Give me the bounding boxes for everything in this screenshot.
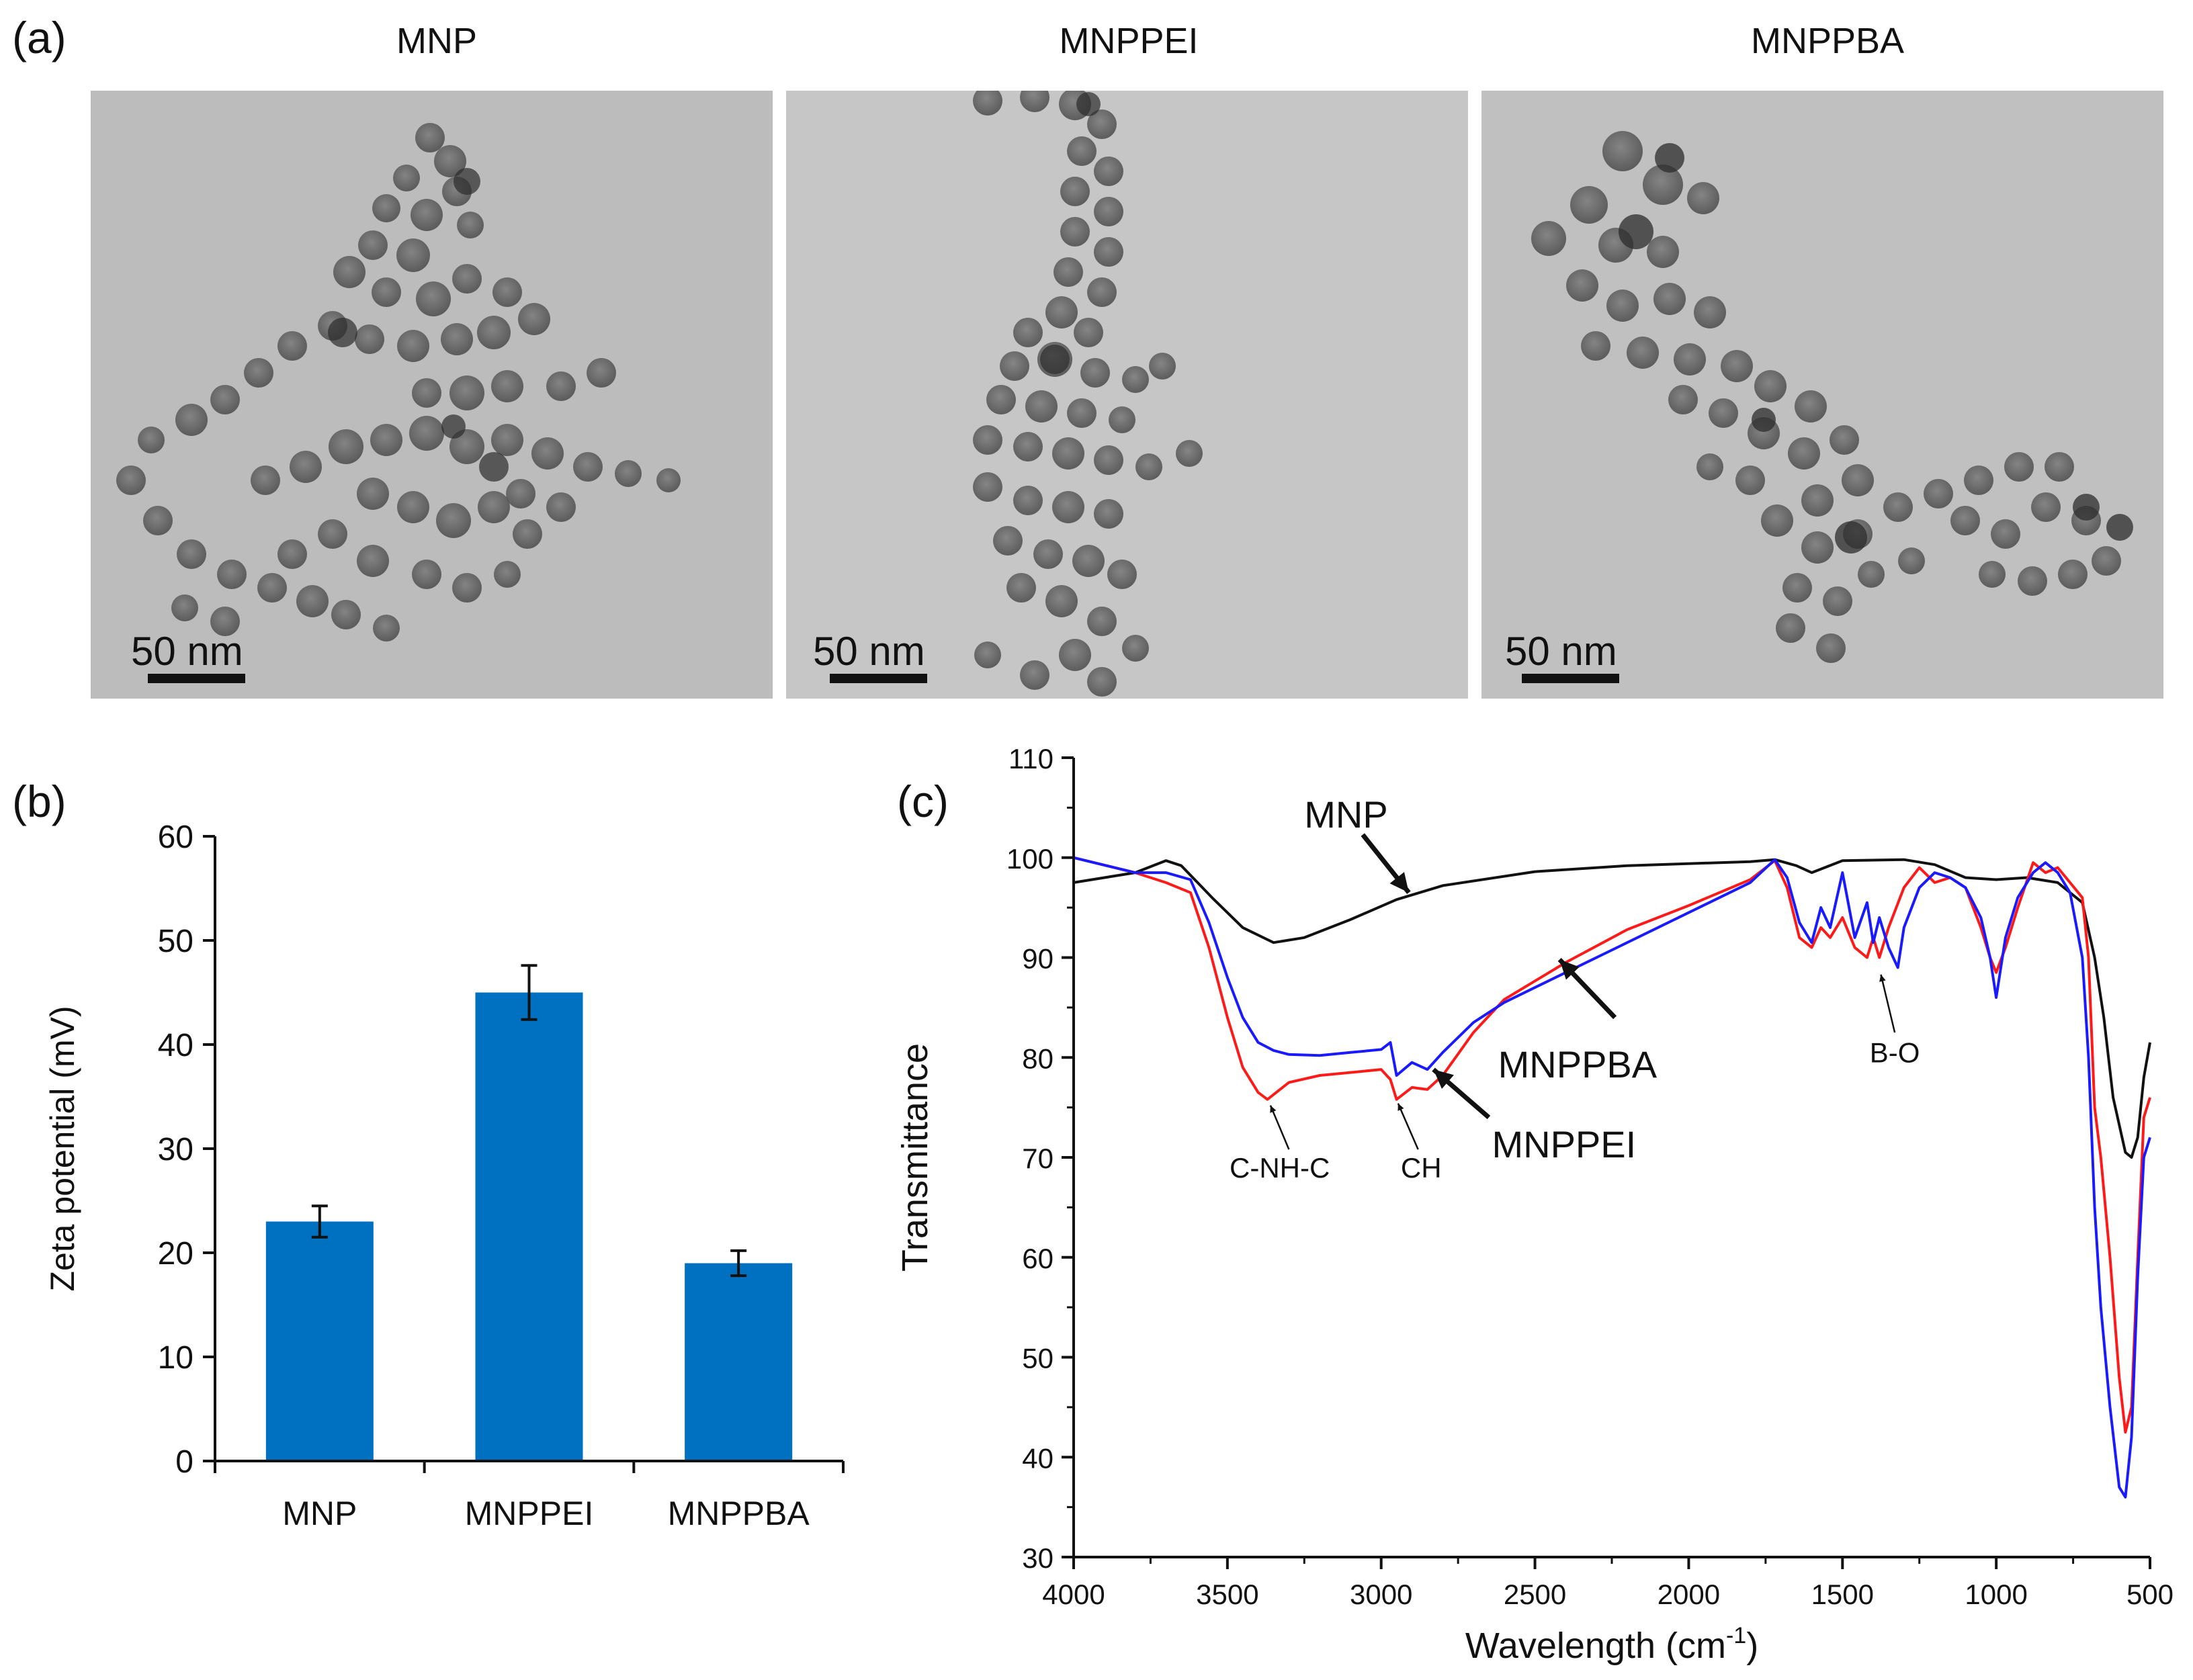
tem-image-mnppba: 50 nm [1481,91,2163,699]
ftir-y-tick-label: 70 [1022,1143,1054,1174]
ftir-y-tick-label: 100 [1006,843,1054,875]
ftir-label-mnp: MNP [1304,793,1387,836]
zeta-category-label: MNP [282,1495,357,1532]
ftir-y-tick-label: 40 [1022,1442,1054,1474]
ftir-x-tick-label: 2500 [1504,1579,1566,1610]
tem-title-mnp: MNP [396,21,477,61]
ftir-x-tick-label: 500 [2126,1579,2174,1610]
ftir-x-tick-label: 1500 [1811,1579,1874,1610]
zeta-y-axis-label: Zeta potential (mV) [44,1006,81,1291]
ftir-y-tick-label: 90 [1022,943,1054,975]
ftir-series-mnppba [1073,856,2151,1499]
ftir-y-axis-label: Transmittance [895,1043,935,1272]
ftir-label-mnppba: MNPPBA [1498,1043,1658,1086]
tem-title-mnppba: MNPPBA [1750,21,1905,61]
zeta-bar-mnppba [685,1263,793,1461]
ftir-arrow-cnhc-head [1270,1105,1277,1113]
ftir-y-tick-label: 60 [1022,1243,1054,1274]
ftir-arrow-cnhc [1269,1105,1290,1150]
ftir-annot-bo: B-O [1870,1037,1920,1069]
ftir-x-tick-label: 3000 [1350,1579,1412,1610]
zeta-bar-mnp [265,1221,374,1461]
zeta-bar-mnppei [475,992,583,1461]
panel-a-label: (a) [12,13,67,62]
zeta-y-tick-label: 60 [158,820,194,855]
ftir-line-chart: 30 40 50 60 70 80 90 100 110 4000 3500 3000 2500 2000… [895,743,2174,1666]
ftir-arrow-bo [1880,974,1896,1033]
zeta-y-tick-label: 40 [158,1028,194,1063]
ftir-arrow-mnp-head [1389,872,1409,893]
ftir-arrow-mnppei-head [1433,1069,1454,1090]
scale-bar-label-mnp: 50 nm [131,629,243,674]
zeta-category-label: MNPPEI [465,1495,594,1532]
ftir-x-tick-label: 4000 [1042,1579,1105,1610]
ftir-annot-ch: CH [1401,1152,1442,1184]
ftir-series-mnp [1073,858,2151,1159]
ftir-y-tick-label: 30 [1022,1542,1054,1574]
ftir-arrow-bo-head [1879,974,1886,982]
tem-image-mnppei: 50 nm [786,91,1468,699]
zeta-y-tick-label: 30 [158,1132,194,1167]
zeta-y-tick-label: 0 [175,1444,194,1480]
ftir-y-tick-label: 110 [1008,743,1054,775]
scale-bar-mnppba [1522,674,1619,683]
ftir-series-mnppei [1073,856,2151,1434]
ftir-y-tick-label: 50 [1022,1343,1054,1374]
ftir-x-tick-label: 2000 [1658,1579,1720,1610]
scale-bar-mnppei [830,674,927,683]
ftir-y-tick-label: 80 [1022,1043,1054,1074]
tem-image-mnp: 50 nm [91,91,773,699]
ftir-x-axis-label: Wavelength (cm-1) [1465,1623,1758,1666]
panel-c-label: (c) [897,777,949,826]
ftir-arrow-ch-head [1398,1103,1404,1111]
zeta-y-tick-label: 50 [158,924,194,959]
ftir-x-tick-label: 3500 [1196,1579,1258,1610]
zeta-category-label: MNPPBA [668,1495,810,1532]
zeta-bar-chart: 0 10 20 30 40 50 60 MNP MNPPEI MNPPBA Zeta potent… [44,820,845,1532]
tem-title-mnppei: MNPPEI [1059,21,1199,61]
zeta-y-tick-label: 10 [158,1340,194,1376]
panel-b-label: (b) [12,777,67,826]
ftir-annot-cnhc: C-NH-C [1230,1152,1330,1184]
zeta-y-tick-label: 20 [158,1236,194,1272]
scale-bar-label-mnppba: 50 nm [1505,629,1617,674]
ftir-arrow-mnppba-head [1559,959,1580,980]
ftir-label-mnppei: MNPPEI [1492,1123,1636,1165]
scale-bar-mnp [148,674,245,683]
ftir-arrow-ch [1397,1103,1419,1150]
ftir-x-tick-label: 1000 [1965,1579,2027,1610]
scale-bar-label-mnppei: 50 nm [813,629,925,674]
